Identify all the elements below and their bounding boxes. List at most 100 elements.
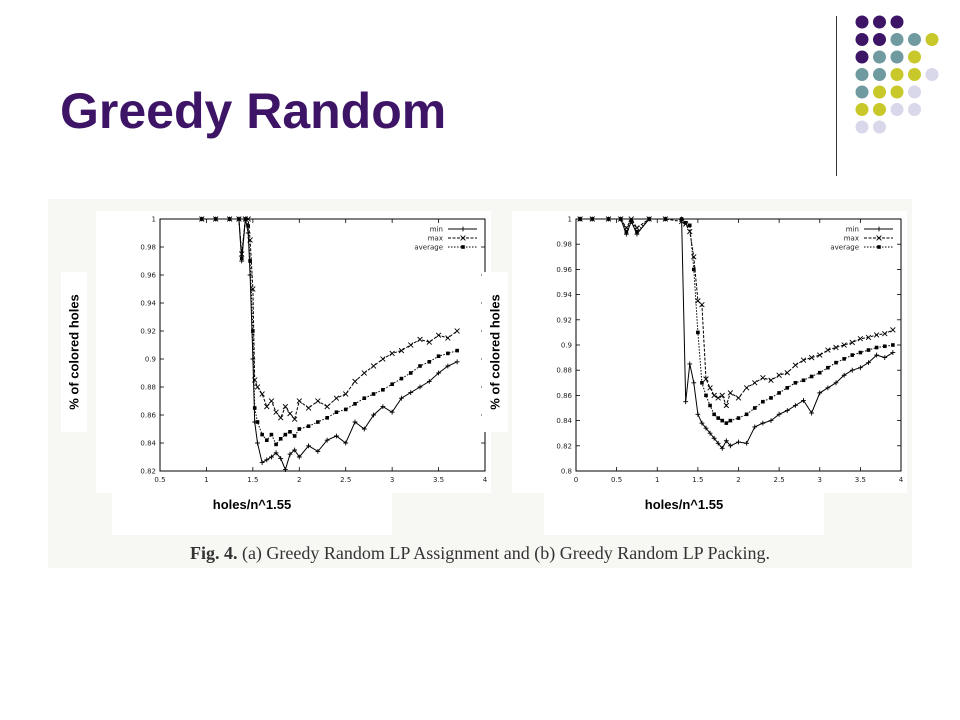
chart-b-series-min-point	[744, 440, 750, 446]
chart-b-ytick-label: 0.84	[556, 417, 572, 425]
chart-b-series-average-point	[874, 345, 879, 350]
chart-a-series-min-point	[445, 363, 451, 369]
chart-a-series-min-point	[264, 457, 270, 463]
chart-b-series-max-point	[784, 370, 790, 376]
chart-b-series-average-point	[663, 217, 668, 221]
chart-a-series-average-point	[455, 348, 459, 353]
chart-b-series-min-point	[715, 440, 721, 446]
chart-b-series-average-point	[692, 267, 696, 272]
chart-b-series-average-point	[801, 378, 806, 383]
chart-b-series-min-point	[703, 425, 709, 431]
chart-b-ytick-label: 0.86	[556, 392, 572, 400]
chart-b-series-average-point	[716, 416, 720, 420]
chart-a-series-min-point	[426, 379, 432, 384]
chart-b-xtick-label: 0	[574, 476, 578, 484]
chart-a-series-min-point	[259, 460, 265, 465]
chart-a-ytick-label: 0.92	[140, 328, 156, 336]
chart-a-series-average-point	[343, 407, 348, 412]
chart-a-series-max-point	[417, 336, 423, 343]
chart-a-series-average-point	[252, 406, 257, 410]
chart-a-series-min-point	[417, 384, 423, 390]
chart-a-series-max-point	[305, 405, 312, 411]
title-divider-line	[836, 16, 837, 176]
chart-b-series-min-point	[866, 360, 871, 366]
chart-a-series-min-point	[269, 454, 274, 460]
chart-b-series-max-point	[687, 228, 693, 235]
chart-a-ytick-label: 0.9	[145, 356, 156, 364]
chart-a-ylabel: % of colored holes	[66, 294, 82, 410]
chart-a-series-max-point	[277, 415, 284, 421]
chart-b-series-max-point	[760, 375, 766, 381]
chart-b-series-min-point	[683, 399, 689, 405]
chart-b-series-min-point	[817, 390, 823, 396]
dot-0-1	[873, 15, 886, 29]
chart-a-series-min-point	[247, 272, 253, 278]
chart-b-series-average-point	[606, 217, 611, 221]
chart-a-series-average-point	[399, 376, 404, 381]
dot-1-1	[873, 33, 886, 46]
chart-b-series-average-point	[826, 365, 830, 370]
chart-b-ytick-label: 0.98	[556, 241, 572, 249]
chart-b-series-min-point	[833, 380, 839, 386]
chart-a-series-min-point	[371, 412, 376, 418]
chart-b-series-min-point	[874, 352, 880, 358]
chart-b-xlabel: holes/n^1.55	[644, 497, 724, 512]
chart-b-series-max-point	[808, 354, 815, 361]
chart-a-series-average-point	[446, 351, 450, 356]
chart-a-series-min-point	[343, 440, 349, 446]
chart-a-series-average-point	[427, 360, 432, 364]
chart-b-ytick-label: 0.96	[556, 266, 572, 274]
chart-b-series-max-point	[776, 372, 782, 378]
chart-b-xtick-label: 1	[655, 476, 659, 484]
chart-a-series-average-point	[260, 432, 264, 437]
chart-a-series-average-point	[334, 410, 339, 414]
chart-a-series-min-point	[380, 404, 386, 409]
chart-a-series-max-point	[250, 286, 256, 292]
dot-1-4	[925, 33, 939, 46]
chart-a-series-max-point	[291, 416, 298, 422]
chart-a-legend-label-average: average	[414, 244, 443, 252]
dot-4-3	[908, 85, 921, 99]
chart-a-ytick-label: 0.94	[140, 300, 156, 308]
chart-b-series-min-point	[723, 438, 729, 444]
dot-4-1	[873, 85, 886, 99]
chart-b-series-max-point	[841, 342, 847, 348]
dot-1-0	[855, 33, 869, 46]
chart-a-series-average-point	[418, 364, 422, 368]
chart-b-series-average-point	[720, 418, 725, 423]
chart-b-series-min-point	[857, 365, 863, 371]
chart-a-series-min-point	[278, 456, 284, 461]
dot-5-0	[855, 103, 869, 116]
chart-a-series-min-point	[389, 409, 395, 415]
chart-b-series-average-point	[624, 229, 629, 234]
figure-caption-text: (a) Greedy Random LP Assignment and (b) …	[241, 543, 771, 563]
chart-a-legend-marker-average	[461, 245, 465, 249]
chart-a-series-max-point	[389, 350, 395, 357]
chart-a-series-min-point	[399, 395, 404, 401]
dot-2-2	[890, 50, 904, 64]
chart-b-series-min-point	[760, 420, 766, 426]
chart-b-legend-marker-max	[876, 235, 882, 241]
chart-b-series-min-point	[792, 403, 798, 408]
decorative-dot-grid	[855, 15, 939, 134]
chart-b-series-min-point	[768, 418, 774, 423]
chart-b-series-max-point	[833, 344, 839, 351]
chart-a-series-min-point	[292, 447, 298, 453]
chart-a-series-max-point	[254, 384, 261, 390]
chart-a-ytick-label: 0.86	[140, 412, 156, 420]
chart-b-series-max-point	[691, 254, 697, 260]
chart-a-series-max-point	[282, 403, 289, 410]
chart-a-series-max-point	[454, 328, 460, 334]
chart-a-ytick-label: 0.98	[140, 244, 156, 252]
chart-b-series-average-point	[578, 217, 582, 221]
chart-a-xtick-label: 3	[390, 476, 394, 484]
dot-2-3	[908, 50, 921, 64]
chart-a-series-average-point	[390, 382, 394, 386]
chart-b-series-average-point	[793, 381, 798, 385]
chart-b-series-min-point	[707, 430, 713, 436]
chart-a-ytick-label: 0.84	[140, 440, 156, 448]
chart-a-series-average-point	[243, 217, 248, 221]
chart-a-series-max-point	[333, 395, 340, 401]
chart-a-series-average-point	[316, 420, 320, 424]
chart-b-series-max-point	[723, 402, 730, 409]
